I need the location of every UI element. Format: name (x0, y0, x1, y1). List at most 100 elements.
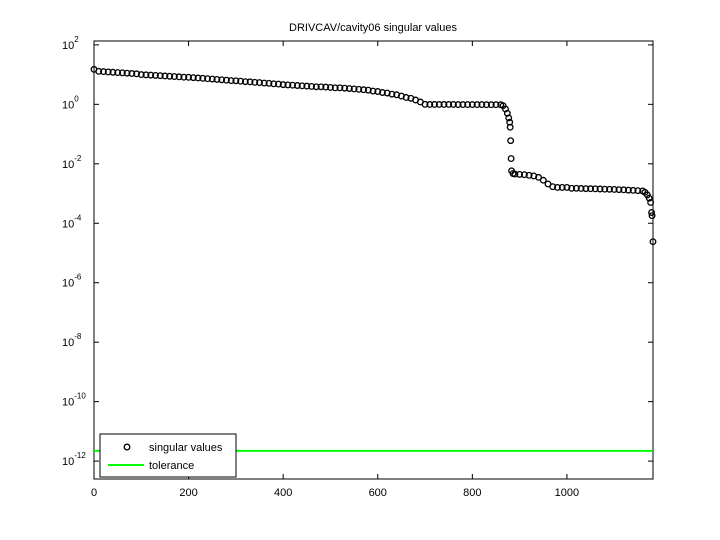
data-point (308, 82, 315, 90)
data-point (648, 209, 656, 216)
data-point (505, 114, 513, 122)
data-point (237, 77, 245, 85)
data-point (610, 186, 618, 193)
data-point (161, 72, 169, 80)
data-point (147, 71, 155, 79)
data-point (383, 89, 391, 97)
x-tick-label: 400 (274, 487, 292, 499)
y-tick-label: 10-12 (62, 451, 86, 468)
data-point (473, 101, 481, 109)
data-point (645, 194, 653, 202)
data-point (331, 84, 339, 92)
data-point (648, 212, 656, 220)
data-point (118, 69, 126, 77)
y-tick-label: 10-6 (62, 273, 82, 290)
data-point (284, 81, 292, 89)
data-point (591, 185, 599, 193)
data-point (322, 83, 330, 91)
x-tick-label: 600 (369, 487, 387, 499)
data-point (166, 72, 174, 80)
chart-title: DRIVCAV/cavity06 singular values (289, 22, 457, 34)
data-point (364, 86, 372, 94)
data-point (256, 79, 263, 87)
data-point (506, 123, 514, 131)
data-point (100, 68, 107, 76)
data-point (355, 85, 363, 93)
data-point (345, 85, 353, 92)
data-point (379, 89, 386, 96)
data-point (554, 184, 561, 191)
data-point (104, 68, 112, 76)
data-point (582, 185, 590, 193)
data-point (180, 73, 188, 81)
data-point (265, 79, 273, 87)
data-point (133, 70, 141, 78)
data-point (270, 80, 278, 88)
data-point (445, 101, 453, 108)
data-point (199, 74, 207, 82)
y-tick-label: 100 (62, 94, 79, 111)
data-point (483, 101, 490, 109)
data-point (128, 70, 136, 77)
data-point (279, 81, 287, 89)
data-point (468, 101, 476, 109)
data-point (341, 84, 349, 92)
data-point (634, 187, 642, 195)
x-tick-label: 0 (91, 487, 97, 499)
data-point (123, 69, 131, 77)
data-point (317, 83, 325, 91)
data-point (218, 76, 226, 84)
plot-area (93, 40, 654, 480)
data-point (487, 101, 495, 109)
data-point (572, 184, 580, 192)
data-point (298, 82, 306, 90)
legend-box (99, 433, 237, 478)
legend-marker (123, 443, 131, 451)
data-point (312, 83, 320, 91)
data-point (435, 101, 443, 108)
data-point (649, 238, 657, 246)
legend-label: tolerance (149, 460, 194, 472)
data-point (208, 75, 216, 83)
data-point (350, 85, 358, 93)
data-point (213, 75, 221, 83)
data-point (520, 171, 528, 179)
data-point (227, 77, 235, 85)
data-point (454, 101, 462, 109)
data-point (175, 73, 183, 81)
data-point (558, 184, 566, 191)
data-point (194, 74, 202, 82)
data-point (222, 76, 230, 84)
data-point (440, 101, 448, 108)
data-point (464, 101, 472, 109)
data-point (535, 173, 543, 181)
data-point (563, 184, 571, 191)
data-point (142, 71, 150, 79)
x-tick-label: 1000 (555, 487, 579, 499)
data-point (251, 78, 259, 86)
legend-label: singular values (149, 442, 223, 454)
data-point (459, 101, 467, 109)
x-tick-label: 200 (179, 487, 197, 499)
data-point (421, 100, 429, 108)
data-point (516, 170, 524, 178)
data-point (577, 185, 585, 192)
data-point (647, 199, 655, 206)
data-point (629, 186, 637, 194)
data-point (620, 186, 628, 194)
data-point (303, 82, 311, 90)
data-point (426, 101, 434, 108)
data-point (539, 176, 547, 184)
data-point (369, 87, 377, 95)
data-point (525, 171, 533, 179)
data-point (549, 183, 557, 191)
data-point (189, 74, 197, 82)
data-point (327, 83, 334, 91)
data-point (402, 94, 410, 101)
data-point (507, 137, 515, 145)
x-tick-label: 800 (463, 487, 481, 499)
data-point (568, 184, 576, 192)
data-point (492, 101, 500, 109)
data-point (606, 185, 613, 193)
data-point (449, 101, 457, 108)
